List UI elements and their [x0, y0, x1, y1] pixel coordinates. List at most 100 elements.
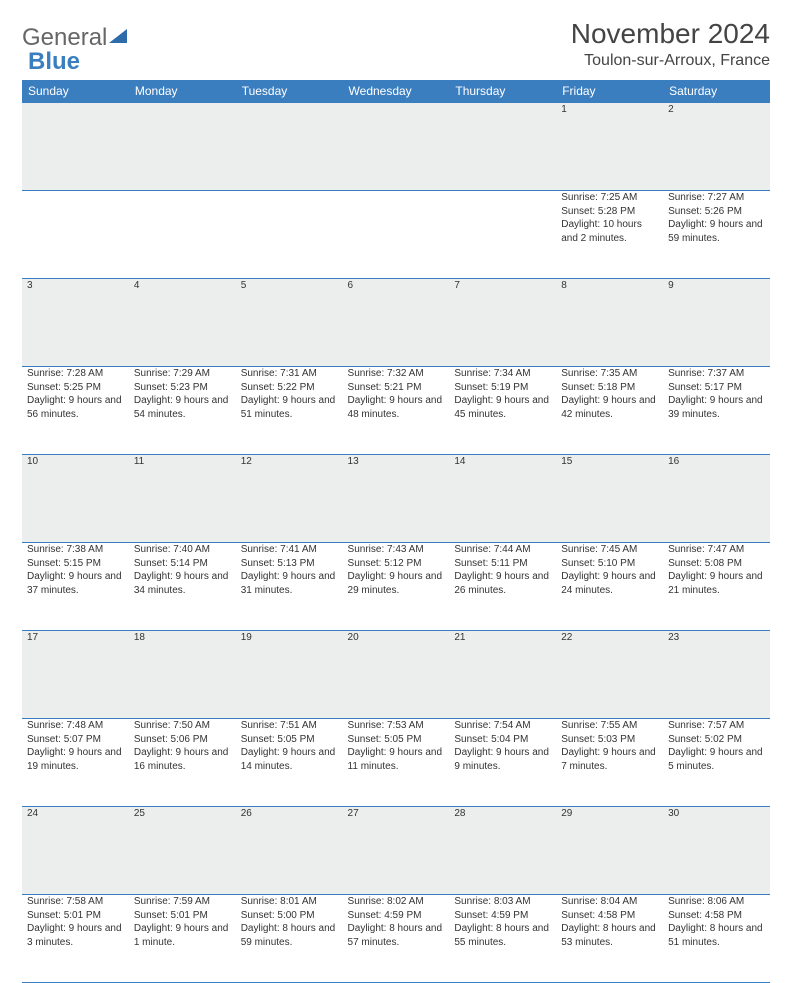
sunrise-text: Sunrise: 7:55 AM	[561, 719, 658, 733]
day-number-cell: 5	[236, 279, 343, 367]
sunrise-text: Sunrise: 7:53 AM	[348, 719, 445, 733]
daylight-text: Daylight: 9 hours and 1 minute.	[134, 922, 231, 949]
daylight-text: Daylight: 9 hours and 59 minutes.	[668, 218, 765, 245]
day-number-row: 3456789	[22, 279, 770, 367]
day-number-cell: 9	[663, 279, 770, 367]
day-number-cell	[236, 103, 343, 191]
daylight-text: Daylight: 9 hours and 24 minutes.	[561, 570, 658, 597]
daylight-text: Daylight: 8 hours and 57 minutes.	[348, 922, 445, 949]
daylight-text: Daylight: 9 hours and 5 minutes.	[668, 746, 765, 773]
day-number-cell: 4	[129, 279, 236, 367]
sunrise-text: Sunrise: 7:35 AM	[561, 367, 658, 381]
day-data-cell: Sunrise: 7:31 AMSunset: 5:22 PMDaylight:…	[236, 367, 343, 455]
day-number-row: 12	[22, 103, 770, 191]
day-number-cell: 22	[556, 631, 663, 719]
day-data-row: Sunrise: 7:38 AMSunset: 5:15 PMDaylight:…	[22, 543, 770, 631]
day-data-cell: Sunrise: 7:38 AMSunset: 5:15 PMDaylight:…	[22, 543, 129, 631]
day-number-cell: 6	[343, 279, 450, 367]
sunrise-text: Sunrise: 7:54 AM	[454, 719, 551, 733]
daylight-text: Daylight: 9 hours and 45 minutes.	[454, 394, 551, 421]
sunset-text: Sunset: 5:21 PM	[348, 381, 445, 395]
sunset-text: Sunset: 5:01 PM	[27, 909, 124, 923]
weekday-header: Thursday	[449, 80, 556, 103]
daylight-text: Daylight: 9 hours and 31 minutes.	[241, 570, 338, 597]
sunrise-text: Sunrise: 8:01 AM	[241, 895, 338, 909]
day-data-cell: Sunrise: 8:03 AMSunset: 4:59 PMDaylight:…	[449, 895, 556, 983]
day-data-cell: Sunrise: 7:25 AMSunset: 5:28 PMDaylight:…	[556, 191, 663, 279]
weekday-header: Wednesday	[343, 80, 450, 103]
day-number-cell: 18	[129, 631, 236, 719]
month-title: November 2024	[571, 18, 770, 50]
sunrise-text: Sunrise: 7:41 AM	[241, 543, 338, 557]
sunset-text: Sunset: 5:03 PM	[561, 733, 658, 747]
sunset-text: Sunset: 5:01 PM	[134, 909, 231, 923]
daylight-text: Daylight: 9 hours and 21 minutes.	[668, 570, 765, 597]
day-data-cell: Sunrise: 8:02 AMSunset: 4:59 PMDaylight:…	[343, 895, 450, 983]
day-number-cell: 27	[343, 807, 450, 895]
day-data-cell	[129, 191, 236, 279]
sunset-text: Sunset: 5:15 PM	[27, 557, 124, 571]
day-data-cell	[343, 191, 450, 279]
day-data-cell: Sunrise: 8:04 AMSunset: 4:58 PMDaylight:…	[556, 895, 663, 983]
day-number-cell: 28	[449, 807, 556, 895]
day-number-row: 24252627282930	[22, 807, 770, 895]
day-number-cell: 24	[22, 807, 129, 895]
daylight-text: Daylight: 9 hours and 29 minutes.	[348, 570, 445, 597]
day-number-cell: 23	[663, 631, 770, 719]
day-data-row: Sunrise: 7:58 AMSunset: 5:01 PMDaylight:…	[22, 895, 770, 983]
sunset-text: Sunset: 5:07 PM	[27, 733, 124, 747]
brand-blue-row: Blue	[28, 48, 80, 76]
day-data-cell: Sunrise: 7:48 AMSunset: 5:07 PMDaylight:…	[22, 719, 129, 807]
day-data-cell: Sunrise: 7:43 AMSunset: 5:12 PMDaylight:…	[343, 543, 450, 631]
day-number-cell	[449, 103, 556, 191]
brand-part2: Blue	[28, 48, 80, 75]
day-data-cell: Sunrise: 7:44 AMSunset: 5:11 PMDaylight:…	[449, 543, 556, 631]
day-number-row: 10111213141516	[22, 455, 770, 543]
sunrise-text: Sunrise: 7:51 AM	[241, 719, 338, 733]
location-title: Toulon-sur-Arroux, France	[571, 52, 770, 70]
title-block: November 2024 Toulon-sur-Arroux, France	[571, 18, 770, 70]
sunrise-text: Sunrise: 7:43 AM	[348, 543, 445, 557]
weekday-row: SundayMondayTuesdayWednesdayThursdayFrid…	[22, 80, 770, 103]
calendar-head: SundayMondayTuesdayWednesdayThursdayFrid…	[22, 80, 770, 103]
day-number-cell: 11	[129, 455, 236, 543]
sunrise-text: Sunrise: 7:47 AM	[668, 543, 765, 557]
day-data-cell: Sunrise: 7:28 AMSunset: 5:25 PMDaylight:…	[22, 367, 129, 455]
day-number-cell: 7	[449, 279, 556, 367]
day-number-cell: 12	[236, 455, 343, 543]
sunrise-text: Sunrise: 7:29 AM	[134, 367, 231, 381]
daylight-text: Daylight: 9 hours and 34 minutes.	[134, 570, 231, 597]
daylight-text: Daylight: 10 hours and 2 minutes.	[561, 218, 658, 245]
sunset-text: Sunset: 5:26 PM	[668, 205, 765, 219]
day-number-cell: 20	[343, 631, 450, 719]
daylight-text: Daylight: 9 hours and 48 minutes.	[348, 394, 445, 421]
sunset-text: Sunset: 5:05 PM	[348, 733, 445, 747]
day-data-cell: Sunrise: 7:50 AMSunset: 5:06 PMDaylight:…	[129, 719, 236, 807]
sunrise-text: Sunrise: 7:28 AM	[27, 367, 124, 381]
day-data-cell: Sunrise: 7:58 AMSunset: 5:01 PMDaylight:…	[22, 895, 129, 983]
sunset-text: Sunset: 5:25 PM	[27, 381, 124, 395]
day-number-row: 17181920212223	[22, 631, 770, 719]
sunset-text: Sunset: 5:12 PM	[348, 557, 445, 571]
day-data-cell: Sunrise: 7:41 AMSunset: 5:13 PMDaylight:…	[236, 543, 343, 631]
sunset-text: Sunset: 5:02 PM	[668, 733, 765, 747]
day-number-cell: 19	[236, 631, 343, 719]
sunset-text: Sunset: 5:22 PM	[241, 381, 338, 395]
day-number-cell: 16	[663, 455, 770, 543]
sunset-text: Sunset: 4:58 PM	[668, 909, 765, 923]
daylight-text: Daylight: 9 hours and 56 minutes.	[27, 394, 124, 421]
sunrise-text: Sunrise: 7:58 AM	[27, 895, 124, 909]
day-number-cell: 8	[556, 279, 663, 367]
day-data-cell: Sunrise: 7:29 AMSunset: 5:23 PMDaylight:…	[129, 367, 236, 455]
day-data-cell: Sunrise: 8:06 AMSunset: 4:58 PMDaylight:…	[663, 895, 770, 983]
day-number-cell: 21	[449, 631, 556, 719]
daylight-text: Daylight: 8 hours and 59 minutes.	[241, 922, 338, 949]
day-data-row: Sunrise: 7:25 AMSunset: 5:28 PMDaylight:…	[22, 191, 770, 279]
day-data-row: Sunrise: 7:28 AMSunset: 5:25 PMDaylight:…	[22, 367, 770, 455]
day-data-row: Sunrise: 7:48 AMSunset: 5:07 PMDaylight:…	[22, 719, 770, 807]
weekday-header: Saturday	[663, 80, 770, 103]
daylight-text: Daylight: 9 hours and 37 minutes.	[27, 570, 124, 597]
day-data-cell: Sunrise: 7:55 AMSunset: 5:03 PMDaylight:…	[556, 719, 663, 807]
sunset-text: Sunset: 5:17 PM	[668, 381, 765, 395]
sunrise-text: Sunrise: 7:38 AM	[27, 543, 124, 557]
